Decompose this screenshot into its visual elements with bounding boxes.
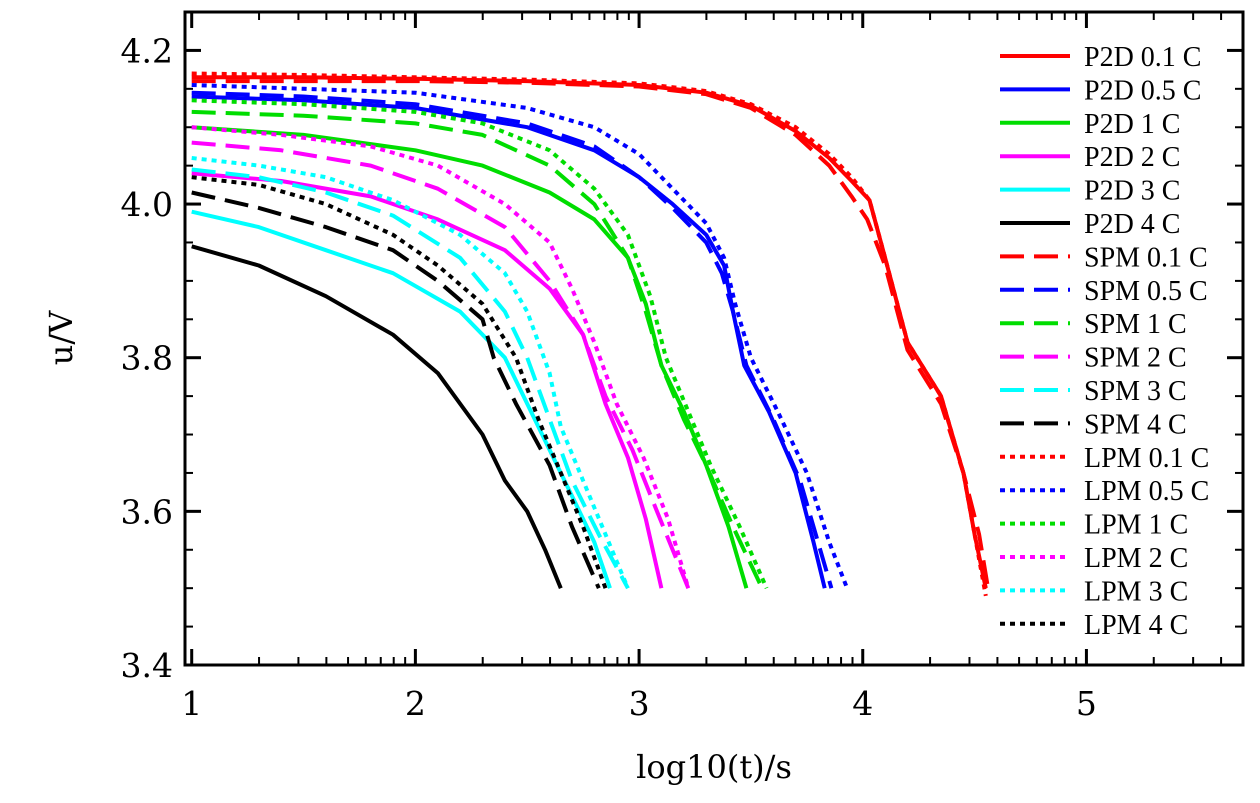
y-tick-label: 3.4 <box>121 646 173 685</box>
legend-label: LPM 3 C <box>1084 576 1188 607</box>
series-line-spm-4-c <box>191 190 601 589</box>
major-ticks <box>185 12 1243 667</box>
legend-label: P2D 0.1 C <box>1084 42 1201 73</box>
y-tick-label: 4.2 <box>121 31 173 70</box>
legend-label: SPM 0.1 C <box>1084 242 1208 273</box>
series-line-p2d-2-c <box>191 171 664 589</box>
legend-label: SPM 1 C <box>1084 309 1187 340</box>
series-line-lpm-1-c <box>191 98 769 590</box>
legend-label: SPM 0.5 C <box>1084 276 1208 307</box>
legend-label: LPM 0.1 C <box>1084 443 1209 474</box>
series-line-lpm-0-1-c <box>191 71 988 597</box>
tick-labels: 1 2 3 4 5 3.4 3.6 3.8 4.0 4.2 <box>121 31 1097 723</box>
series-line-spm-3-c <box>191 167 630 590</box>
legend-label: SPM 3 C <box>1084 376 1187 407</box>
legend-label: P2D 1 C <box>1084 109 1180 140</box>
x-axis-label: log10(t)/s <box>636 748 792 786</box>
plot-frame <box>183 10 1245 667</box>
x-tick-label: 1 <box>181 684 202 723</box>
series-line-lpm-4-c <box>191 175 608 589</box>
series-line-spm-2-c <box>191 140 691 589</box>
series-line-p2d-4-c <box>191 244 563 589</box>
series-line-spm-1-c <box>191 109 764 590</box>
legend-label: P2D 2 C <box>1084 142 1180 173</box>
series-layer <box>191 71 990 597</box>
series-line-lpm-0-5-c <box>191 83 849 589</box>
legend-label: P2D 0.5 C <box>1084 75 1201 106</box>
x-tick-label: 4 <box>852 684 873 723</box>
series-line-spm-0-1-c <box>191 79 990 589</box>
legend-label: LPM 1 C <box>1084 510 1188 541</box>
legend-label: P2D 3 C <box>1084 176 1180 207</box>
legend-label: LPM 2 C <box>1084 543 1188 574</box>
series-line-spm-0-5-c <box>191 90 834 589</box>
legend-label: P2D 4 C <box>1084 209 1180 240</box>
legend-label: LPM 0.5 C <box>1084 476 1209 507</box>
series-line-lpm-3-c <box>191 156 630 589</box>
y-tick-label: 3.6 <box>121 492 173 531</box>
x-tick-label: 5 <box>1076 684 1097 723</box>
series-line-p2d-3-c <box>191 209 612 589</box>
legend-label: SPM 4 C <box>1084 409 1187 440</box>
y-tick-label: 4.0 <box>121 185 173 224</box>
legend-label: SPM 2 C <box>1084 343 1187 374</box>
series-line-lpm-2-c <box>191 125 691 589</box>
y-tick-label: 3.8 <box>121 339 173 378</box>
x-tick-label: 3 <box>629 684 650 723</box>
y-axis-label: u/V <box>42 310 80 365</box>
x-tick-label: 2 <box>405 684 426 723</box>
legend-label: LPM 4 C <box>1084 610 1188 641</box>
